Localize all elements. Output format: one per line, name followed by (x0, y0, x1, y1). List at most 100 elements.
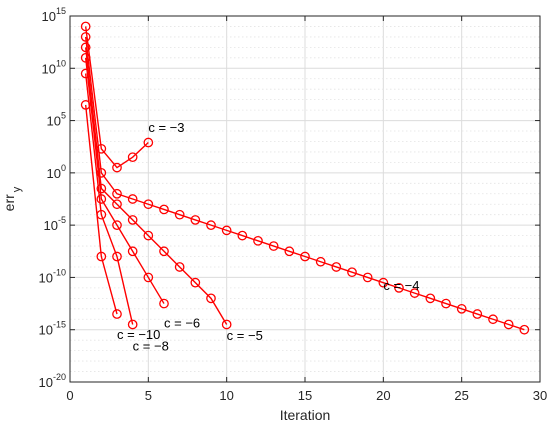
data-point (127, 194, 138, 204)
x-tick-label: 20 (376, 388, 390, 403)
data-point (96, 194, 107, 204)
y-tick-label-exponent: -20 (53, 372, 66, 382)
data-point (159, 246, 169, 257)
data-point (127, 152, 138, 163)
annotations: c = −3 c = −4 c = −5 c = −6 c = −8c = −10 (117, 120, 419, 354)
data-point (112, 199, 122, 210)
y-tick-label-exponent: -10 (53, 267, 66, 277)
data-point (112, 220, 122, 230)
y-tick-label: 10-5 (44, 215, 66, 233)
y-tick-label-exponent: 10 (56, 58, 66, 68)
series-line (80, 32, 530, 335)
data-point (190, 215, 201, 225)
data-point (80, 42, 91, 53)
data-point (347, 267, 357, 278)
data-point (80, 68, 91, 79)
x-tick-label: 30 (533, 388, 547, 403)
x-tick-label: 25 (454, 388, 468, 403)
series-path (84, 36, 525, 331)
series (80, 21, 530, 335)
data-point (441, 298, 451, 309)
y-tick-label-exponent: 0 (61, 163, 66, 173)
series-path (84, 57, 165, 304)
x-axis: 0 5 10 15 20 25 30 (66, 16, 547, 403)
data-point (378, 277, 389, 288)
y-tick-label: 10-20 (39, 372, 66, 390)
data-point (80, 21, 91, 32)
data-point (456, 303, 467, 314)
data-point (174, 209, 185, 220)
data-point (221, 225, 232, 236)
data-point (472, 309, 483, 319)
y-axis-title-base: err (1, 194, 17, 211)
y-tick-label-base: 10 (39, 270, 53, 285)
data-point (206, 293, 216, 304)
data-point (159, 298, 169, 309)
data-point (315, 256, 326, 267)
series-annotation: c = −8 (133, 339, 169, 354)
data-point (112, 188, 122, 199)
data-point (253, 235, 263, 246)
series-line (80, 52, 169, 309)
series-line (80, 100, 122, 319)
y-tick-label-exponent: 5 (61, 111, 66, 121)
data-point (206, 220, 216, 230)
data-point (143, 137, 154, 148)
y-tick-label-base: 10 (42, 9, 56, 24)
data-point (300, 251, 310, 262)
y-tick-label-base: 10 (39, 323, 53, 338)
data-point (112, 251, 122, 262)
series-annotation: c = −4 (383, 278, 419, 293)
data-point (268, 241, 279, 251)
data-point (80, 32, 91, 42)
y-tick-label-base: 10 (44, 218, 58, 233)
data-point (80, 100, 91, 110)
y-tick-label: 10-10 (39, 267, 66, 285)
data-point (519, 324, 530, 335)
y-tick-label-base: 10 (42, 61, 56, 76)
series-path (84, 47, 228, 325)
data-point (409, 288, 420, 298)
series-annotation: c = −6 (164, 316, 200, 331)
y-axis-title: err y (1, 186, 23, 211)
y-tick-label: 1010 (42, 58, 66, 76)
y-tick-label-base: 10 (47, 166, 61, 181)
data-point (127, 246, 138, 257)
data-point (143, 230, 154, 241)
data-point (237, 230, 248, 241)
series-annotation: c = −10 (117, 327, 160, 342)
data-point (112, 309, 122, 319)
x-tick-label: 10 (219, 388, 233, 403)
x-tick-label: 0 (66, 388, 73, 403)
y-tick-label: 100 (47, 163, 66, 181)
data-point (488, 314, 498, 325)
y-tick-label-base: 10 (39, 375, 53, 390)
data-point (221, 319, 232, 330)
x-tick-label: 5 (145, 388, 152, 403)
data-point (284, 246, 295, 257)
series-path (84, 104, 118, 315)
data-point (112, 162, 122, 173)
data-point (174, 262, 185, 272)
data-point (190, 277, 201, 288)
data-point (127, 215, 138, 225)
y-tick-label: 10-15 (39, 320, 66, 338)
x-axis-title: Iteration (280, 407, 331, 423)
data-point (362, 272, 373, 283)
data-point (159, 204, 169, 215)
data-point (96, 251, 107, 262)
y-axis-title-subscript: y (11, 186, 23, 192)
series-line (80, 42, 232, 330)
series-annotation: c = −5 (227, 328, 263, 343)
data-point (143, 199, 154, 210)
data-point (394, 283, 404, 293)
y-tick-label-exponent: 15 (56, 6, 66, 16)
data-point (503, 319, 514, 330)
x-tick-label: 15 (298, 388, 312, 403)
data-point (331, 262, 342, 272)
grid (70, 16, 540, 382)
y-tick-label-exponent: -5 (58, 215, 66, 225)
y-tick-label-exponent: -15 (53, 320, 66, 330)
